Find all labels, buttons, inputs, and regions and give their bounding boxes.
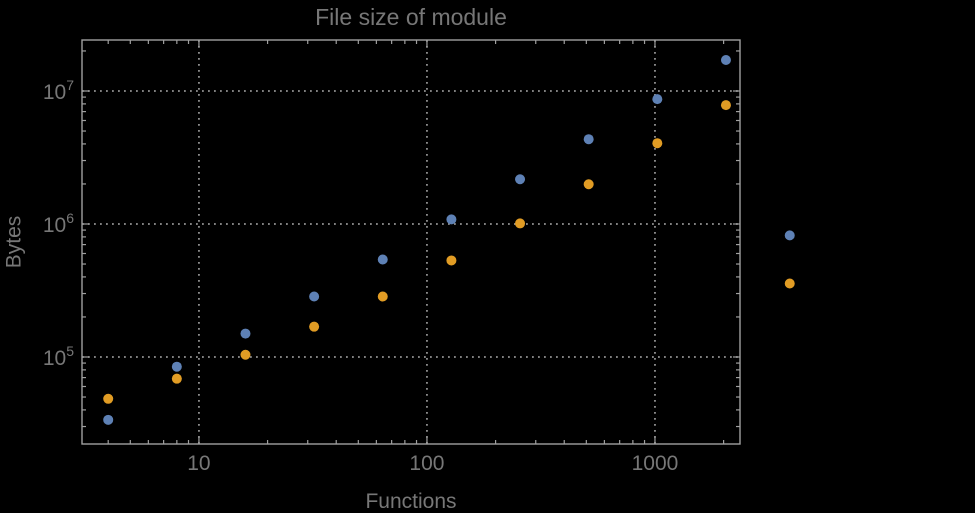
data-point	[103, 393, 114, 404]
data-point	[784, 278, 795, 289]
data-point	[446, 214, 457, 225]
data-point	[377, 254, 388, 265]
x-tick-label: 1000	[632, 452, 679, 475]
y-tick-label: 107	[43, 77, 74, 104]
data-point	[171, 373, 182, 384]
data-point	[784, 230, 795, 241]
data-point	[652, 138, 663, 149]
data-point	[309, 291, 320, 302]
data-point	[171, 361, 182, 372]
y-tick-label: 105	[43, 343, 74, 370]
series-1-points	[103, 55, 795, 425]
y-tick-label: 106	[43, 210, 74, 237]
data-point	[720, 100, 731, 111]
data-point	[309, 321, 320, 332]
data-point	[103, 414, 114, 425]
data-point	[240, 349, 251, 360]
data-point	[377, 291, 388, 302]
x-tick-label: 100	[409, 452, 444, 475]
plot-frame	[81, 39, 741, 445]
data-point	[583, 134, 594, 145]
axis-ticks	[82, 40, 740, 444]
data-point	[515, 218, 526, 229]
gridlines	[82, 40, 740, 444]
chart-title: File size of module	[315, 4, 507, 30]
x-tick-label: 10	[187, 452, 210, 475]
data-point	[720, 55, 731, 66]
data-point	[583, 179, 594, 190]
y-tick-labels: 105 106 107	[43, 77, 74, 370]
x-tick-labels: 10 100 1000	[187, 452, 678, 475]
y-axis-label: Bytes	[2, 215, 26, 269]
data-point	[446, 255, 457, 266]
data-point	[515, 174, 526, 185]
series-2-points	[103, 100, 795, 404]
x-axis-label: Functions	[365, 490, 457, 513]
data-point	[652, 94, 663, 105]
data-point	[240, 328, 251, 339]
